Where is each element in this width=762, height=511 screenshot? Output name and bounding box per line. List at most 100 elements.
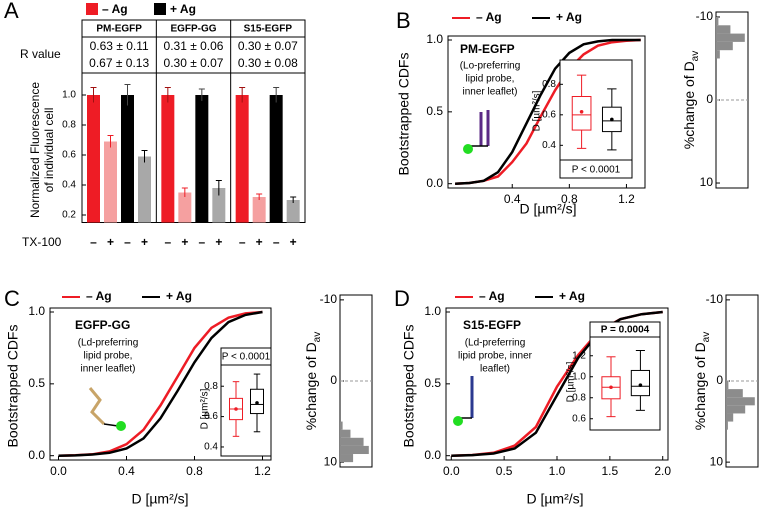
side-tick-label: 10 — [700, 175, 714, 189]
row-label: TX-100 — [22, 235, 62, 249]
x-tick-label: 0.8 — [561, 192, 578, 206]
panel-label: A — [4, 0, 19, 23]
legend-label: + Ag — [170, 2, 196, 16]
x-tick-label: 0.5 — [496, 464, 513, 478]
side-y-label-main: %change of D — [303, 342, 319, 430]
annotation: (Lo-preferring — [460, 61, 521, 72]
x-tick-label: 1.5 — [602, 464, 619, 478]
side-y-label-main: %change of D — [681, 61, 697, 149]
bar — [235, 95, 249, 223]
x-axis-label: D [µm²/s] — [526, 491, 583, 507]
side-y-label: %change of Dav — [692, 332, 712, 431]
tx-sign: + — [290, 235, 297, 249]
side-y-label-main: %change of D — [692, 342, 708, 430]
tx-sign: – — [164, 235, 171, 249]
histogram-bar — [340, 429, 351, 438]
bar — [269, 95, 283, 223]
legend-swatch — [154, 3, 166, 15]
inset-tick-label: 0.4 — [542, 140, 556, 151]
panel-label: D — [394, 286, 410, 311]
legend-label: + Ag — [166, 289, 192, 303]
bar — [161, 95, 175, 223]
y-tick-label: 1.0 — [424, 304, 441, 318]
legend-label: – Ag — [479, 289, 505, 303]
probe-icon — [453, 416, 463, 426]
x-tick-label: 0.0 — [50, 464, 67, 478]
side-tick-label: 0 — [330, 373, 337, 387]
p-value: P < 0.0001 — [222, 352, 271, 363]
row-label: R value — [20, 47, 61, 61]
side-y-label-sub: av — [701, 332, 712, 343]
y-tick-label: 0.5 — [426, 104, 443, 118]
bar — [195, 95, 209, 223]
y-tick-label: 0.2 — [62, 210, 76, 221]
inset-tick-label: 0.4 — [204, 442, 218, 453]
annotation: inner leaflet) — [80, 364, 135, 375]
legend-label: – Ag — [86, 289, 112, 303]
x-axis-label: D [µm²/s] — [519, 201, 576, 217]
histogram-bar — [340, 454, 354, 463]
inset-y-label: D [µm²/s] — [532, 90, 543, 131]
probe-icon — [88, 387, 106, 426]
x-tick-label: 1.2 — [618, 192, 635, 206]
histogram-bar — [726, 421, 728, 430]
mean-dot — [579, 109, 584, 114]
histogram-bar — [716, 50, 720, 59]
x-tick-label: 0.4 — [504, 192, 521, 206]
y-tick-label: 0.4 — [62, 180, 76, 191]
y-axis-label: Bootstrapped CDFs — [401, 325, 417, 448]
x-tick-label: 0.4 — [118, 464, 135, 478]
y-tick-label: 0.5 — [28, 376, 45, 390]
y-tick-label: 0.0 — [424, 448, 441, 462]
bar — [138, 156, 151, 223]
x-tick-label: 1.2 — [254, 464, 271, 478]
mean-dot — [255, 401, 259, 405]
histogram-bar — [726, 381, 729, 390]
inset-tick-label: 0.8 — [204, 381, 218, 392]
probe-icon — [116, 421, 126, 431]
y-tick-label: 1.0 — [426, 32, 443, 46]
cdf-line — [451, 310, 663, 457]
side-y-label-sub: av — [690, 51, 701, 62]
inset-tick-label: 0.6 — [572, 413, 586, 424]
bar — [212, 188, 226, 223]
tx-sign: – — [124, 235, 131, 249]
legend-label: – Ag — [102, 2, 128, 16]
side-tick-label: 0 — [706, 92, 713, 106]
annotation: lipid probe, — [466, 74, 515, 85]
mean-dot — [638, 383, 643, 387]
panel-label: B — [396, 8, 411, 33]
probe-name: EGFP-GG — [75, 318, 130, 332]
histogram-bar — [716, 33, 745, 42]
histogram-bar — [716, 41, 733, 51]
y-axis-label: of individual cell — [42, 108, 56, 193]
cdf-line — [58, 310, 263, 457]
y-axis-label: Bootstrapped CDFs — [396, 53, 412, 176]
r-value: 0.67 ± 0.13 — [89, 56, 149, 70]
annotation: leaflet) — [480, 364, 510, 375]
inset-y-label: D [µm²/s] — [566, 361, 577, 402]
x-tick-label: 1.0 — [549, 464, 566, 478]
tx-sign: + — [181, 235, 188, 249]
bar — [87, 95, 100, 223]
column-header: PM-EGFP — [96, 24, 142, 35]
y-tick-label: 0.8 — [62, 120, 76, 131]
side-tick-label: -10 — [706, 292, 724, 306]
tx-sign: – — [198, 235, 205, 249]
r-value: 0.31 ± 0.06 — [164, 39, 224, 53]
side-tick-label: -10 — [320, 292, 338, 306]
column-header: S15-EGFP — [244, 24, 293, 35]
bar — [252, 197, 266, 223]
x-tick-label: 0.0 — [443, 464, 460, 478]
r-value: 0.63 ± 0.11 — [90, 39, 149, 53]
probe-icon — [463, 144, 473, 154]
table-frame — [81, 19, 306, 223]
probe-name: PM-EGFP — [460, 42, 515, 56]
side-tick-label: 10 — [324, 454, 338, 468]
histogram-bar — [716, 16, 719, 26]
mean-dot — [610, 117, 614, 122]
side-tick-label: 0 — [716, 373, 723, 387]
histogram-bar — [726, 397, 755, 406]
y-tick-label: 0.0 — [28, 448, 45, 462]
probe-icons — [88, 110, 490, 431]
